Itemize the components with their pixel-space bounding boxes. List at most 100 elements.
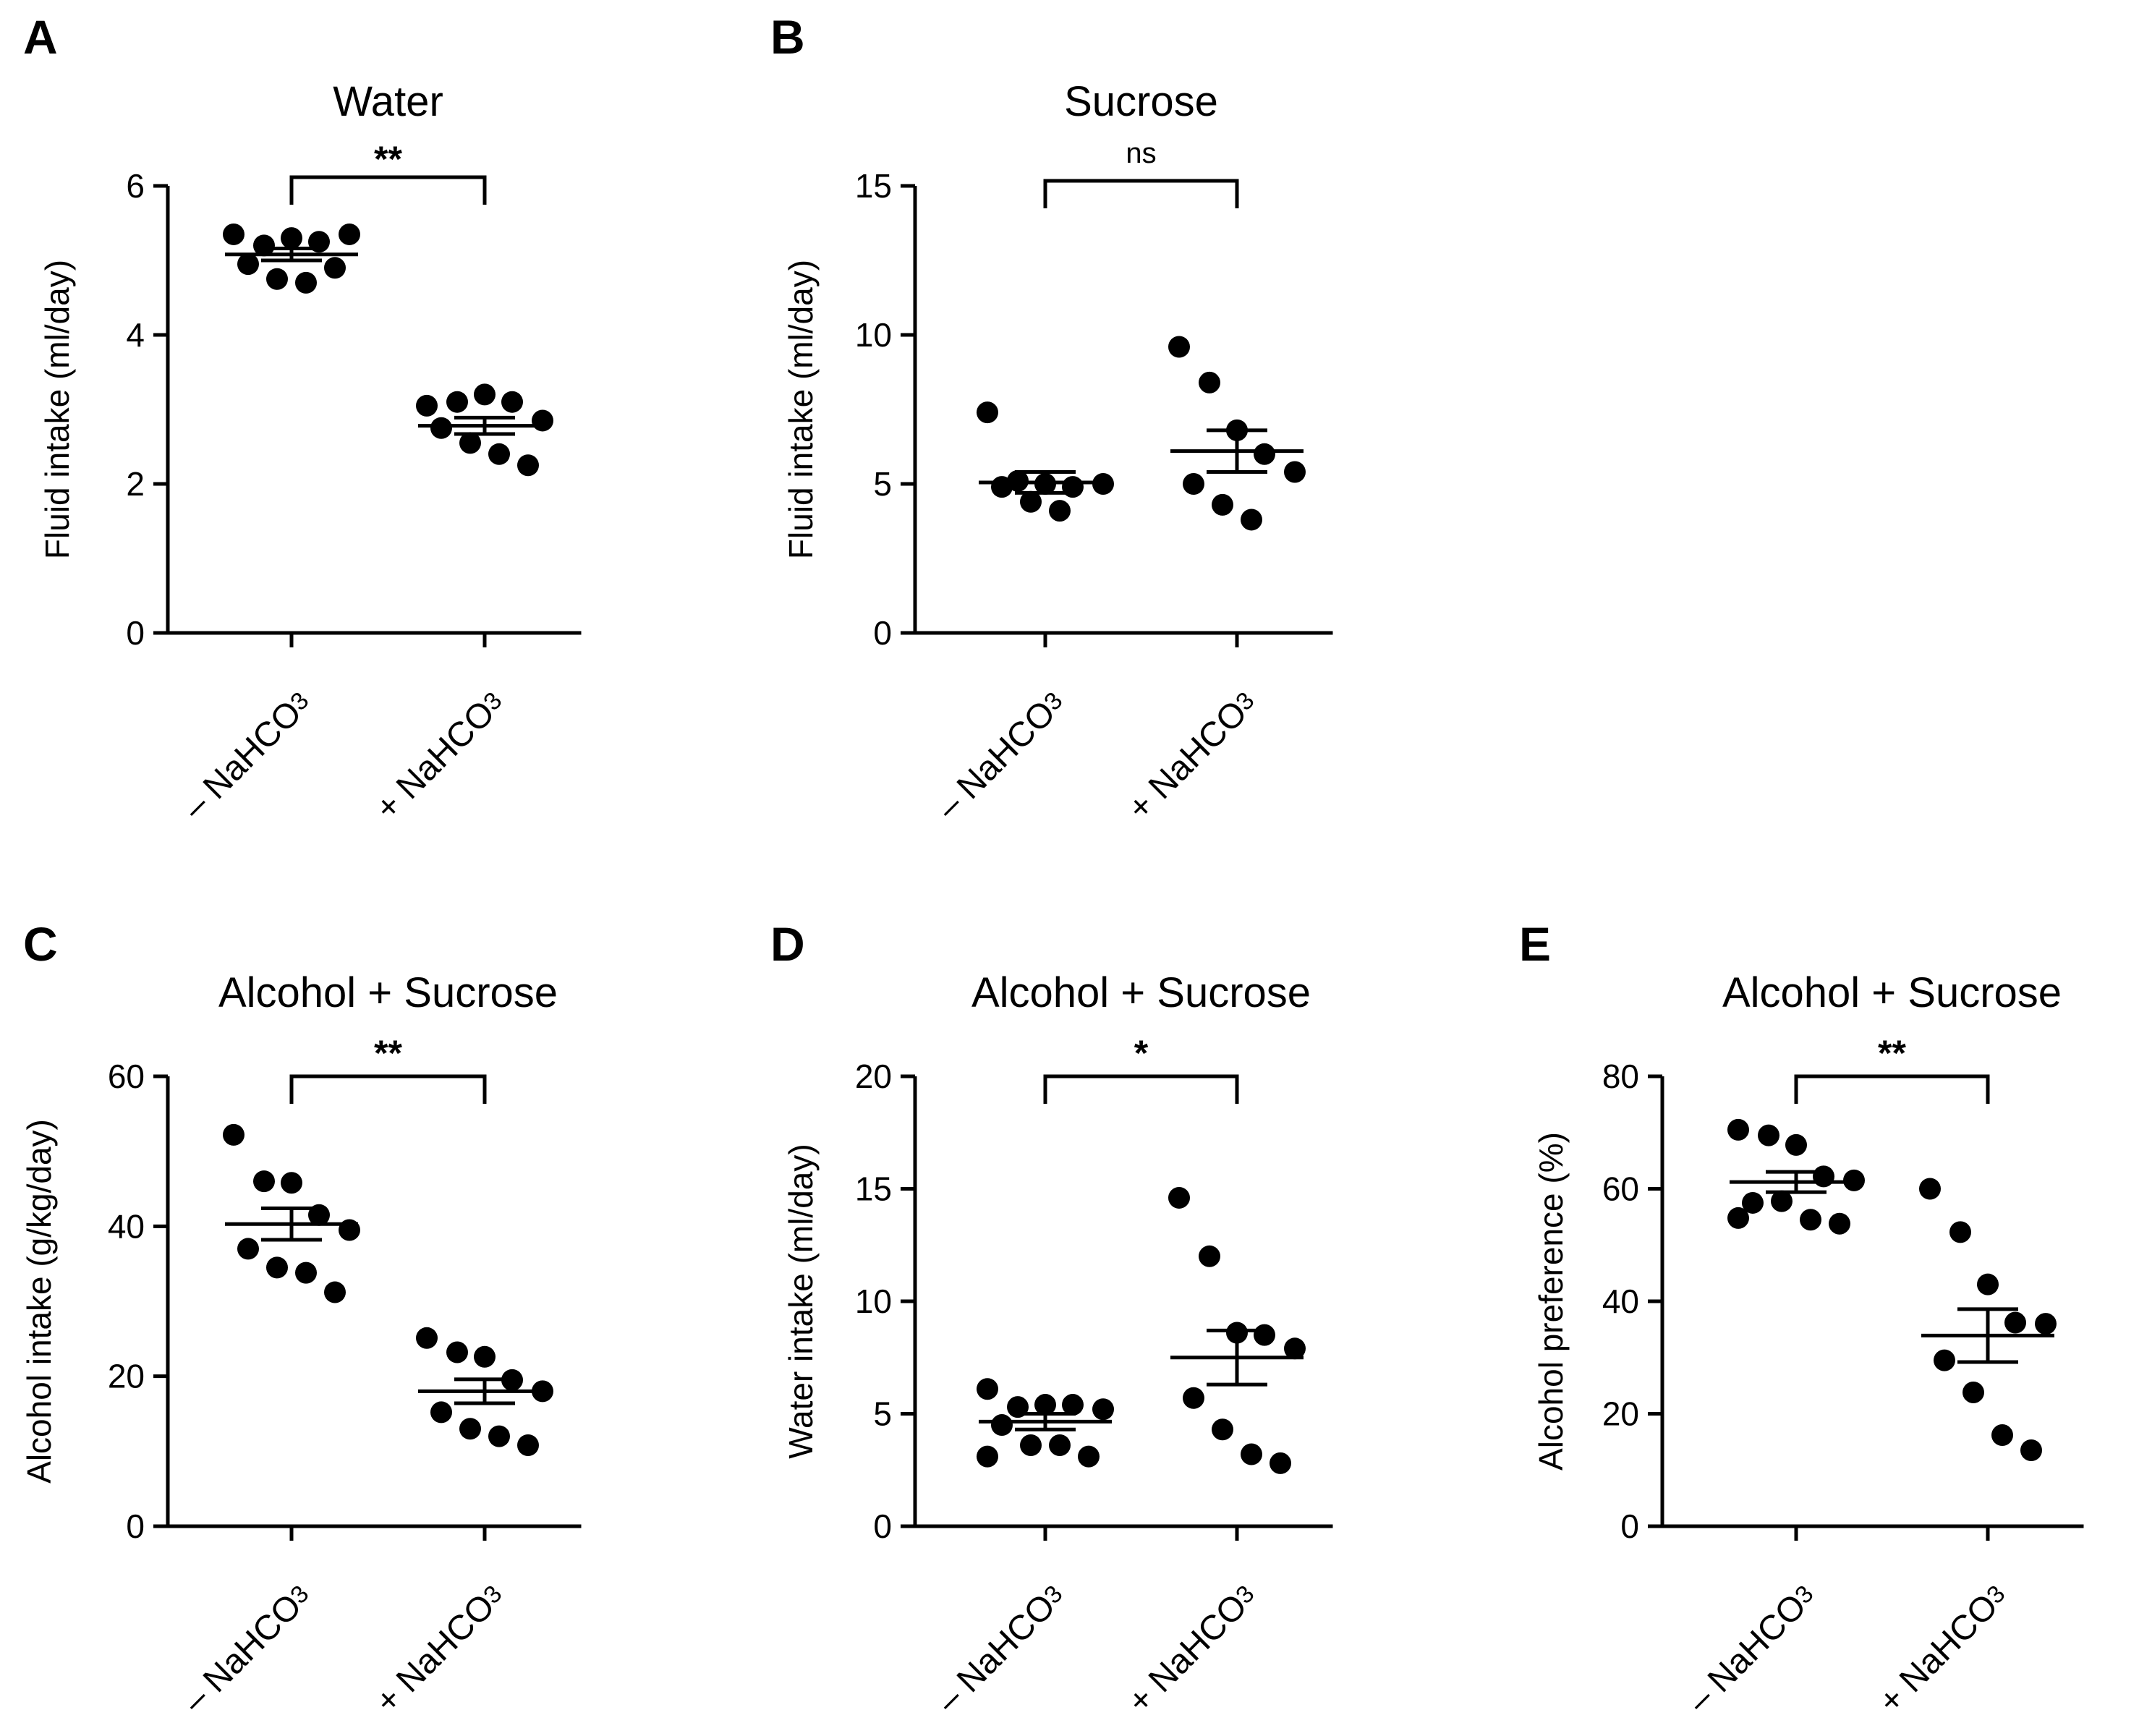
y-tick-label: 20: [1602, 1395, 1639, 1433]
data-point: [474, 383, 496, 406]
panel-e: E Alcohol + Sucrose Alcohol preference (%)…: [1519, 917, 2084, 1721]
data-point: [1034, 1394, 1056, 1416]
significance-bracket: [289, 1074, 487, 1104]
significance-label: **: [374, 139, 402, 179]
data-point: [1168, 1186, 1190, 1209]
x-category-label: – NaHCO3: [930, 684, 1073, 827]
x-category-label: – NaHCO3: [1680, 1577, 1824, 1720]
y-tick-label: 15: [855, 167, 892, 205]
y-tick-label: 6: [126, 167, 145, 205]
data-point: [1199, 1245, 1220, 1267]
data-point: [295, 271, 317, 294]
y-tick-label: 0: [873, 614, 892, 652]
data-point: [1727, 1207, 1749, 1229]
data-point: [430, 1401, 452, 1424]
data-point: [1020, 490, 1042, 513]
data-point: [1977, 1273, 1999, 1295]
panel-letter: C: [23, 917, 58, 971]
data-point: [1212, 493, 1233, 516]
y-tick-label: 10: [855, 316, 892, 354]
y-tick-label: 0: [1620, 1507, 1639, 1545]
y-tick-label: 10: [855, 1282, 892, 1320]
data-point: [1284, 461, 1306, 483]
data-point: [977, 401, 998, 424]
x-category-label: + NaHCO3: [1871, 1577, 2015, 1721]
y-axis-title: Fluid intake (ml/day): [782, 260, 820, 559]
data-point: [1758, 1124, 1779, 1146]
data-point: [1199, 371, 1220, 393]
y-tick-label: 20: [855, 1058, 892, 1095]
chart-title: Alcohol + Sucrose: [218, 969, 558, 1016]
data-point: [324, 1281, 346, 1303]
x-category-label: + NaHCO3: [368, 684, 512, 827]
data-point: [430, 417, 452, 439]
y-tick-label: 40: [108, 1207, 145, 1245]
data-point: [1078, 1445, 1100, 1468]
data-point: [339, 223, 360, 245]
data-point: [1919, 1178, 1941, 1200]
y-tick-label: 0: [126, 1507, 145, 1545]
y-tick-label: 2: [126, 465, 145, 503]
y-tick-label: 20: [108, 1358, 145, 1395]
data-point: [1092, 1398, 1114, 1421]
data-point: [1800, 1209, 1821, 1231]
data-point: [501, 391, 523, 413]
data-point: [416, 394, 438, 417]
data-point: [1062, 1394, 1084, 1416]
y-axis-title: Alcohol preference (%): [1532, 1132, 1570, 1471]
y-tick-label: 0: [873, 1507, 892, 1545]
significance-label: **: [374, 1033, 402, 1073]
y-axis-title: Fluid intake (ml/day): [38, 260, 76, 559]
data-point: [1813, 1165, 1834, 1188]
data-point: [223, 1123, 244, 1146]
data-point: [1962, 1381, 1984, 1403]
data-point: [2004, 1311, 2026, 1334]
data-point: [1254, 1324, 1275, 1346]
data-point: [1183, 1387, 1204, 1409]
data-point: [1934, 1349, 1955, 1371]
y-tick-label: 80: [1602, 1058, 1639, 1095]
data-point: [223, 223, 244, 245]
data-point: [1270, 1452, 1291, 1474]
panel-letter: A: [23, 10, 58, 64]
data-point: [1254, 443, 1275, 465]
y-tick-label: 60: [108, 1058, 145, 1095]
significance-label: *: [1134, 1033, 1149, 1073]
y-axis-title: Alcohol intake (g/kg/day): [20, 1119, 58, 1484]
data-point: [237, 253, 259, 276]
data-point: [517, 1434, 539, 1457]
data-point: [281, 227, 302, 250]
y-axis-title: Water intake (ml/day): [782, 1144, 820, 1458]
data-point: [991, 476, 1013, 498]
data-point: [295, 1261, 317, 1284]
chart-title: Water: [333, 78, 443, 125]
x-category-label: + NaHCO3: [1120, 684, 1264, 827]
panel-letter: B: [770, 10, 805, 64]
data-point: [1284, 1337, 1306, 1360]
data-point: [324, 257, 346, 279]
panel-letter: D: [770, 917, 805, 971]
data-point: [266, 268, 288, 290]
data-point: [991, 1414, 1013, 1437]
significance-label: ns: [1126, 137, 1156, 169]
data-point: [977, 1378, 998, 1400]
significance-label: **: [1878, 1033, 1906, 1073]
data-point: [253, 234, 275, 257]
data-point: [459, 432, 481, 454]
data-point: [1742, 1191, 1764, 1214]
panel-letter: E: [1519, 917, 1551, 971]
data-point: [1241, 509, 1262, 531]
x-category-label: + NaHCO3: [368, 1577, 512, 1721]
data-point: [977, 1445, 998, 1468]
significance-bracket: [1043, 1074, 1239, 1104]
data-point: [253, 1170, 275, 1193]
data-point: [1049, 500, 1071, 522]
data-point: [237, 1238, 259, 1260]
chart-title: Alcohol + Sucrose: [1722, 969, 2062, 1016]
chart-title: Alcohol + Sucrose: [971, 969, 1311, 1016]
panel-b: B Sucrose Fluid intake (ml/day) 0 5 10 15 – NaH…: [770, 10, 1333, 827]
data-point: [1049, 1434, 1071, 1457]
data-point: [1771, 1190, 1793, 1212]
data-point: [1241, 1443, 1262, 1465]
